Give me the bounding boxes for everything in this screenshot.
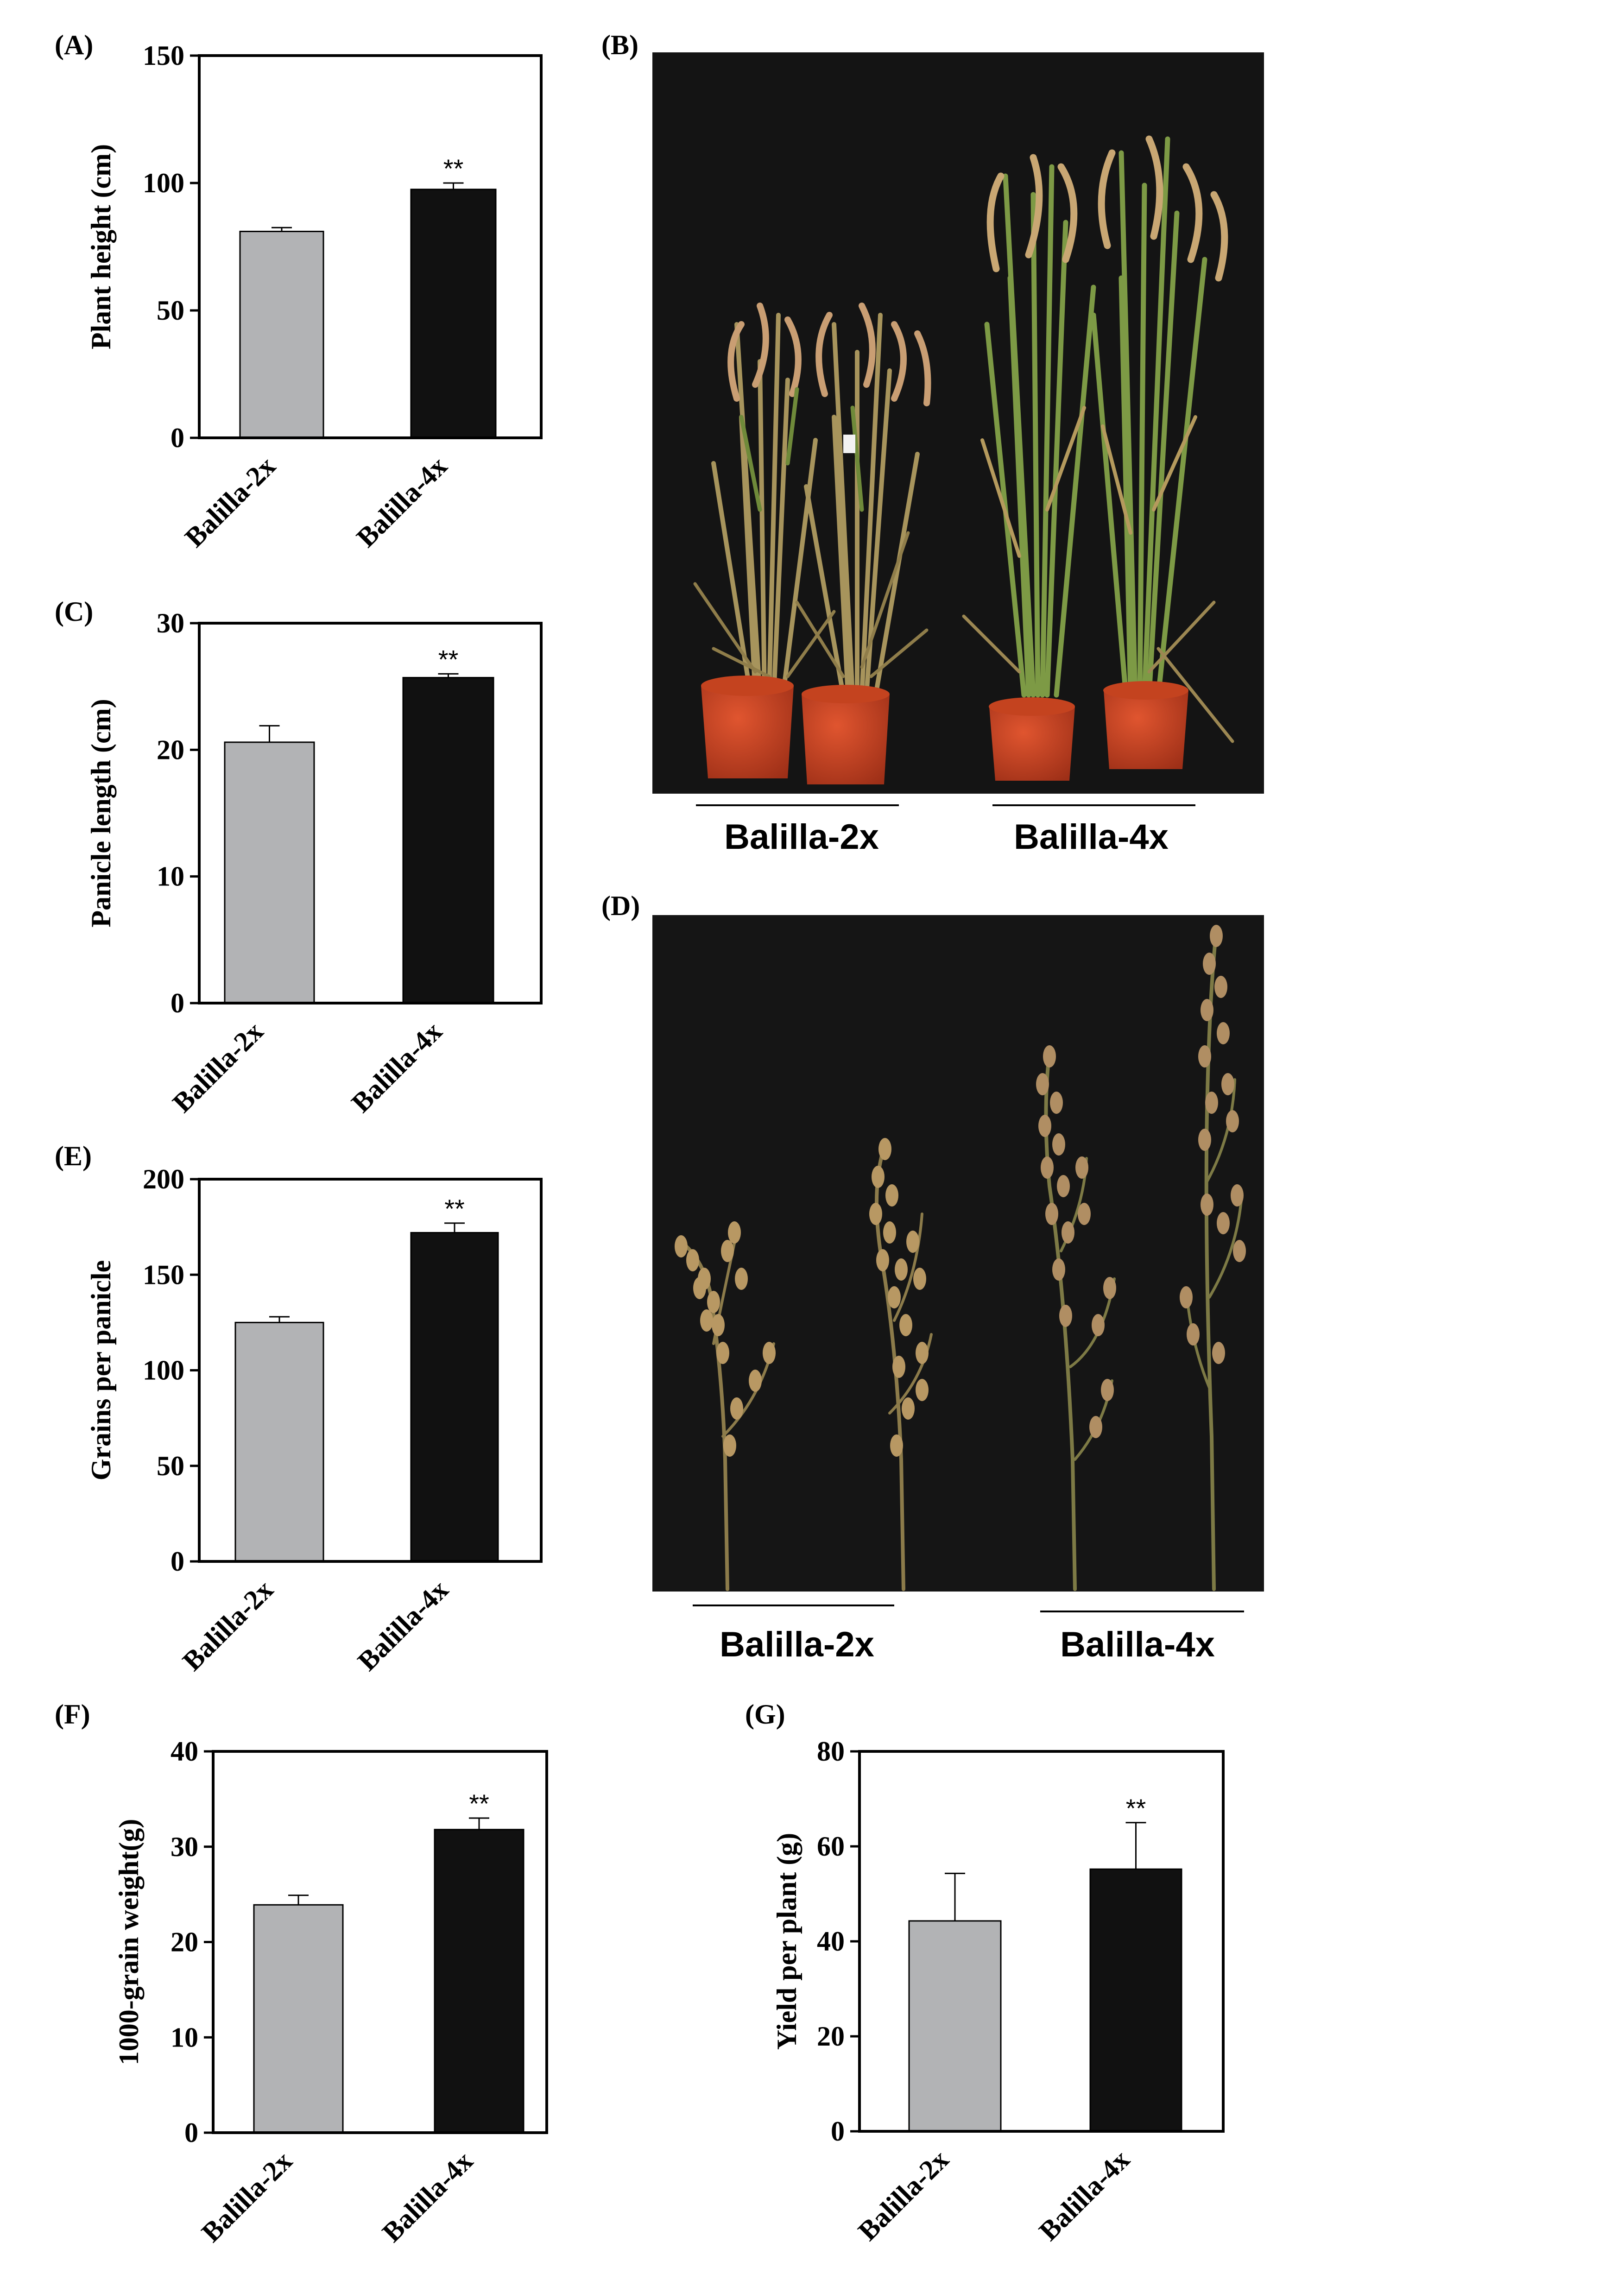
plot-frame [198,622,543,1004]
y-tick-label: 20 [817,2021,845,2052]
y-axis-label: Yield per plant (g) [771,1833,802,2050]
y-tick-label: 20 [157,734,184,765]
photo-panicles-background [652,915,1264,1592]
category-label: Balilla-2x [196,2146,298,2248]
significance-label: ** [444,1194,465,1223]
y-tick-label: 100 [143,1355,184,1386]
y-tick-label: 50 [157,1451,184,1481]
bar-balilla-4x [402,677,494,1004]
plant-illustration-4x [962,135,1234,743]
category-label: Balilla-2x [167,1016,269,1118]
photo-plants [652,52,1264,794]
category-label: Balilla-4x [376,2146,479,2248]
y-tick-label: 0 [184,2117,198,2148]
chart-panicle-length: Balilla-2x ** Balilla-4x 0 10 20 30 Panicle len… [86,608,543,1118]
y-tick-label: 30 [171,1832,198,1862]
y-axis-label: Panicle length (cm) [86,699,116,927]
y-tick-label: 10 [171,2022,198,2053]
y-tick-label: 0 [171,423,184,453]
significance-label: ** [438,644,459,674]
plant-tag [843,435,855,453]
y-tick-label: 200 [143,1164,184,1194]
category-label: Balilla-4x [352,1574,454,1677]
bar-balilla-4x [1089,1868,1182,2132]
category-label: Balilla-2x [177,1574,279,1677]
y-axis-label: 1000-grain weight(g) [114,1819,144,2066]
panel-label-c: (C) [55,596,93,627]
panel-label-f: (F) [55,1699,90,1730]
y-tick-label: 150 [143,1259,184,1290]
panel-label-e: (E) [55,1141,92,1171]
category-label: Balilla-4x [351,451,453,553]
category-label: Balilla-2x [179,451,281,553]
chart-1000-grain-weight: Balilla-2x ** Balilla-4x 0 10 20 30 40 1000-grai… [114,1736,548,2248]
bar-balilla-4x [410,1232,499,1562]
y-tick-label: 60 [817,1831,845,1862]
bar-balilla-2x [908,1920,1002,2132]
panel-label-d: (D) [601,891,640,921]
significance-label: ** [443,154,464,183]
panel-label-a: (A) [55,30,93,60]
y-tick-label: 30 [157,608,184,638]
bar-balilla-4x [434,1829,524,2134]
chart-plant-height: Balilla-2x ** Balilla-4x 0 50 100 150 Plant hei… [86,40,543,553]
category-label: Balilla-4x [346,1016,448,1118]
y-tick-label: 150 [143,40,184,71]
bar-balilla-2x [239,231,324,439]
y-tick-label: 0 [171,1546,184,1577]
y-tick-label: 10 [157,861,184,892]
photo-panicles [652,915,1264,1592]
category-label: Balilla-4x [1033,2144,1136,2247]
bar-balilla-2x [253,1904,344,2134]
y-tick-label: 100 [143,168,184,198]
chart-yield-per-plant: Balilla-2x ** Balilla-4x 0 20 40 60 80 Yield per… [771,1736,1225,2247]
category-label: Balilla-2x [852,2144,954,2247]
plant-illustration-2x [693,303,931,697]
pots [701,676,1188,784]
y-axis-label: Plant height (cm) [86,144,116,349]
significance-label: ** [469,1789,489,1818]
panicle-illustration-4x [1036,925,1246,1591]
significance-label: ** [1126,1794,1146,1823]
photo-b-4x-label: Balilla-4x [1014,817,1169,857]
photo-b-2x-label: Balilla-2x [724,817,879,857]
bar-balilla-4x [410,189,497,439]
y-tick-label: 50 [157,295,184,326]
y-tick-label: 20 [171,1927,198,1958]
panel-label-b: (B) [601,30,638,60]
y-axis-label: Grains per panicle [86,1260,116,1481]
chart-grains-per-panicle: Balilla-2x ** Balilla-4x 0 50 100 150 200 Grains… [86,1164,543,1677]
panicle-illustration-2x [675,1138,933,1591]
panel-label-g: (G) [745,1699,785,1730]
y-tick-label: 40 [817,1926,845,1957]
y-tick-label: 40 [171,1736,198,1767]
y-tick-label: 80 [817,1736,845,1767]
bar-balilla-2x [224,741,315,1004]
plot-frame [198,54,543,439]
photo-d-2x-label: Balilla-2x [720,1625,874,1664]
bar-balilla-2x [234,1321,324,1562]
y-tick-label: 0 [171,988,184,1018]
y-tick-label: 0 [831,2116,845,2147]
photo-d-4x-label: Balilla-4x [1060,1625,1215,1664]
